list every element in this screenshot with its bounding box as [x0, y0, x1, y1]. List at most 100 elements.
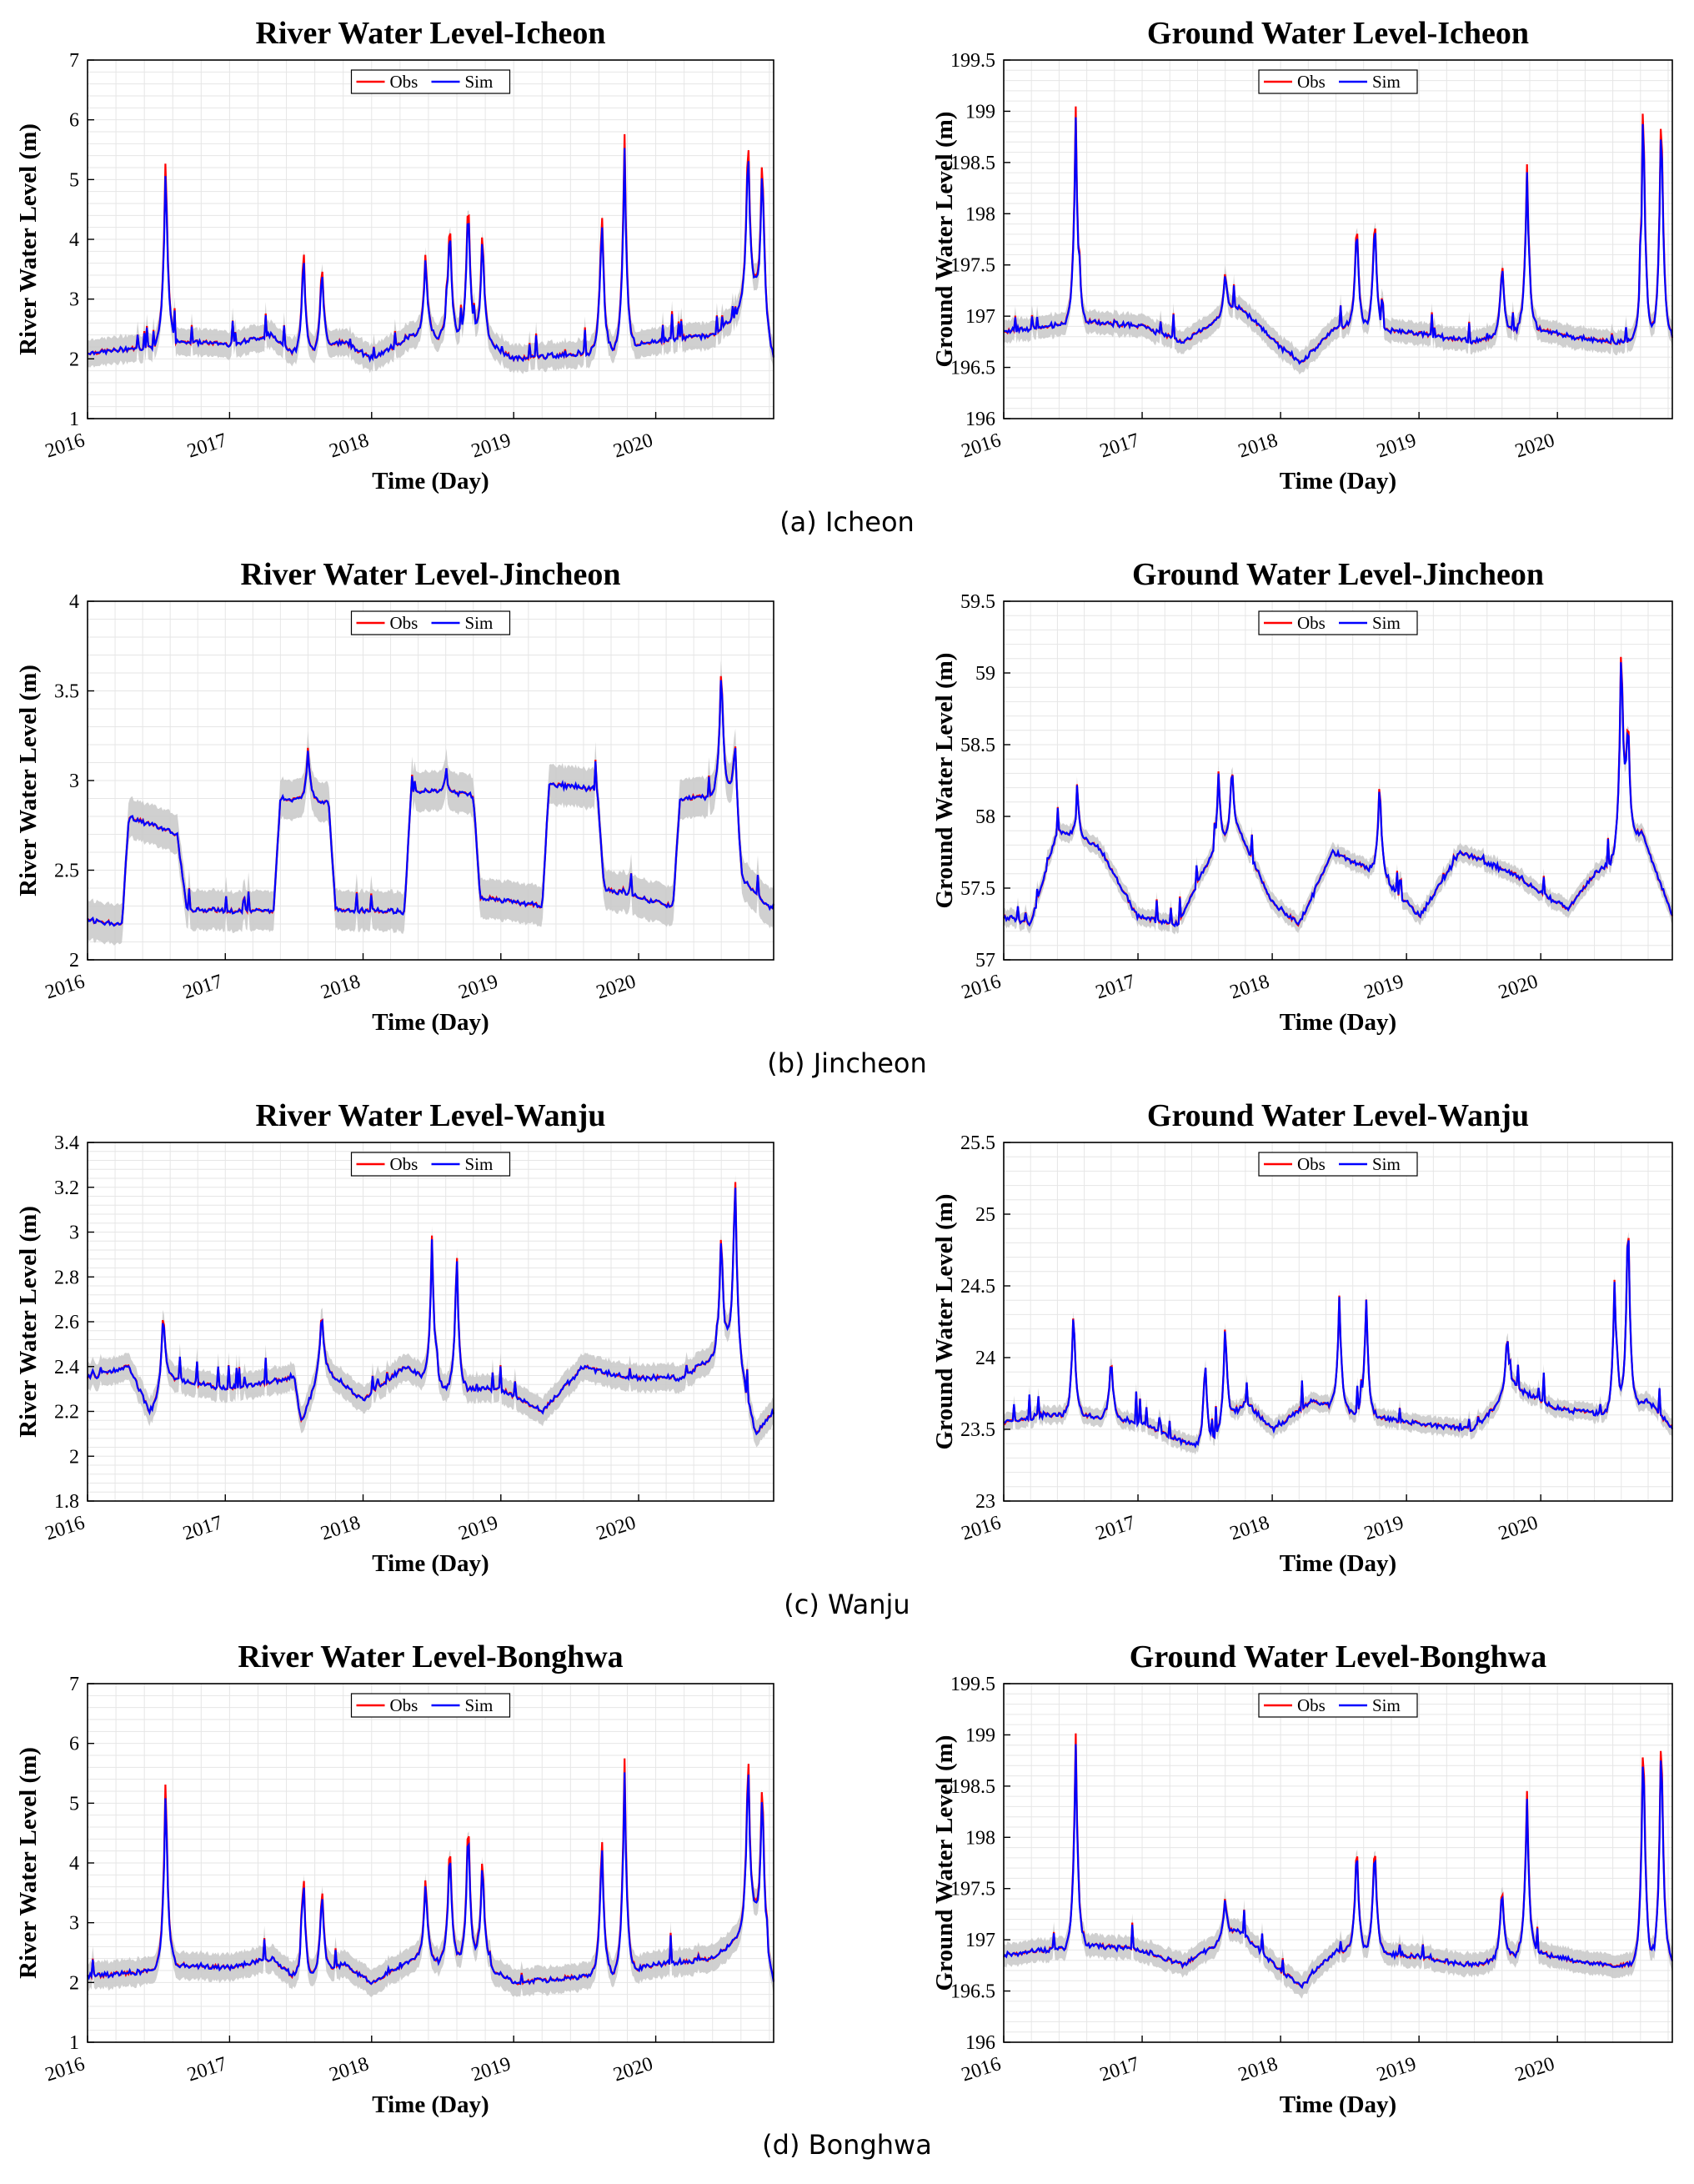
legend-obs-label: Obs: [1297, 1695, 1326, 1715]
x-tick-label: 2016: [43, 971, 88, 1004]
y-tick-label: 198.5: [950, 153, 995, 174]
legend-sim-label: Sim: [1372, 1695, 1401, 1715]
y-tick-label: 2.8: [54, 1267, 79, 1288]
x-tick-label: 2020: [611, 2053, 656, 2086]
legend-obs-label: Obs: [1297, 613, 1326, 633]
series-sim-line: [88, 148, 775, 364]
y-tick-label: 3.5: [54, 681, 79, 703]
y-tick-label: 197.5: [950, 255, 995, 277]
y-tick-label: 24: [975, 1348, 995, 1369]
legend: Obs Sim: [1258, 1152, 1418, 1177]
y-tick-label: 196.5: [950, 1981, 995, 2003]
chart-title: River Water Level-Bonghwa: [238, 1639, 623, 1674]
x-tick-label: 2020: [1496, 1512, 1541, 1545]
y-tick-label: 196: [965, 409, 995, 430]
y-tick-label: 199: [965, 101, 995, 123]
legend: Obs Sim: [350, 1693, 511, 1718]
legend-obs-label: Obs: [390, 1695, 418, 1715]
chart-title: Ground Water Level-Bonghwa: [1130, 1639, 1546, 1674]
x-tick-label: 2017: [1093, 971, 1138, 1004]
y-tick-label: 1: [69, 409, 79, 430]
series-sim-line: [87, 680, 775, 927]
axes-frame: [1003, 59, 1673, 419]
y-tick-label: 199.5: [950, 1674, 995, 1695]
x-tick-label: 2017: [1093, 1512, 1138, 1545]
legend-sim-label: Sim: [1372, 72, 1401, 92]
y-axis-label: River Water Level (m): [15, 123, 42, 355]
grid: [87, 1142, 774, 1502]
y-tick-label: 3: [69, 289, 79, 311]
y-tick-label: 59: [975, 663, 995, 685]
plot-area: [1004, 1684, 1672, 2042]
x-tick-label: 2018: [1235, 429, 1281, 463]
y-tick-label: 2.2: [54, 1402, 79, 1423]
x-tick-label: 2018: [327, 429, 372, 463]
x-axis-label: Time (Day): [1280, 2091, 1396, 2118]
series-sim-line: [87, 1187, 775, 1436]
caption-icheon: (a) Icheon: [779, 506, 915, 538]
y-tick-label: 7: [69, 50, 79, 72]
legend-sim-label: Sim: [1372, 1154, 1401, 1174]
legend: Obs Sim: [350, 610, 511, 635]
legend-obs-label: Obs: [1297, 1154, 1326, 1174]
y-tick-label: 2: [69, 1446, 79, 1468]
y-axis-label: Ground Water Level (m): [931, 1735, 958, 1991]
x-tick-label: 2016: [959, 2053, 1004, 2086]
legend-obs-label: Obs: [390, 72, 418, 92]
x-axis-label: Time (Day): [1280, 1550, 1396, 1577]
chart-bonghwa-ground: 196 196.5 197 197.5 198 198.5 199 199.5 2016 2017…: [931, 1639, 1674, 2118]
y-tick-label: 6: [69, 110, 79, 132]
x-tick-label: 2019: [1361, 1512, 1406, 1545]
x-tick-label: 2016: [43, 429, 88, 463]
series-sim-line: [1003, 662, 1673, 928]
y-tick-label: 3: [69, 1913, 79, 1935]
legend-obs-label: Obs: [1297, 72, 1326, 92]
x-axis-label: Time (Day): [1280, 468, 1396, 495]
y-tick-label: 3.2: [54, 1177, 79, 1199]
x-tick-label: 2020: [611, 429, 656, 463]
y-axis-label: River Water Level (m): [15, 1206, 42, 1438]
x-tick-label: 2018: [1227, 1512, 1272, 1545]
x-tick-label: 2019: [1374, 2053, 1419, 2086]
chart-bonghwa-river: 1 2 3 4 5 6 7 2016 2017 2018 2019 2020 River Water L…: [15, 1639, 775, 2118]
x-tick-label: 2018: [318, 1512, 363, 1545]
y-tick-label: 198.5: [950, 1776, 995, 1798]
y-tick-label: 23.5: [960, 1419, 995, 1441]
x-tick-label: 2019: [1374, 429, 1419, 463]
x-tick-label: 2020: [1512, 429, 1557, 463]
x-tick-label: 2016: [959, 429, 1004, 463]
chart-icheon-ground: 196 196.5 197 197.5 198 198.5 199 199.5 2016 2017…: [931, 16, 1674, 495]
x-axis-label: Time (Day): [372, 2091, 489, 2118]
plot-area: [1004, 60, 1672, 419]
chart-title: Ground Water Level-Wanju: [1147, 1098, 1529, 1133]
x-tick-label: 2020: [594, 971, 639, 1004]
legend-box: [1258, 69, 1418, 94]
x-tick-label: 2017: [1097, 2053, 1142, 2086]
y-axis-label: Ground Water Level (m): [931, 1194, 958, 1450]
y-tick-label: 197: [965, 1930, 995, 1951]
y-tick-label: 5: [69, 1793, 79, 1815]
series-sim-line: [87, 1772, 775, 1986]
y-tick-label: 198: [965, 203, 995, 225]
y-tick-label: 6: [69, 1734, 79, 1755]
chart-wanju-ground: 23 23.5 24 24.5 25 25.5 2016 2017 2018 2019 2020 Gr…: [931, 1098, 1674, 1577]
legend: Obs Sim: [350, 69, 511, 94]
chart-title: River Water Level-Wanju: [255, 1098, 605, 1133]
x-tick-label: 2016: [959, 1512, 1004, 1545]
y-axis-label: Ground Water Level (m): [931, 112, 958, 368]
x-tick-label: 2017: [1097, 429, 1142, 463]
axes-frame: [1003, 1683, 1673, 2043]
y-tick-label: 2: [69, 1972, 79, 1994]
y-tick-label: 25: [975, 1204, 995, 1226]
y-tick-label: 59.5: [960, 591, 995, 613]
x-tick-label: 2019: [456, 971, 501, 1004]
x-tick-label: 2017: [180, 971, 225, 1004]
y-tick-label: 58.5: [960, 735, 995, 756]
y-tick-label: 3: [69, 1223, 79, 1244]
series-sim-line: [1003, 1240, 1673, 1449]
uncertainty-band: [1004, 653, 1672, 935]
y-tick-label: 3.4: [54, 1132, 79, 1154]
x-tick-label: 2019: [469, 2053, 514, 2086]
uncertainty-band: [88, 1174, 774, 1448]
y-tick-label: 197: [965, 306, 995, 328]
